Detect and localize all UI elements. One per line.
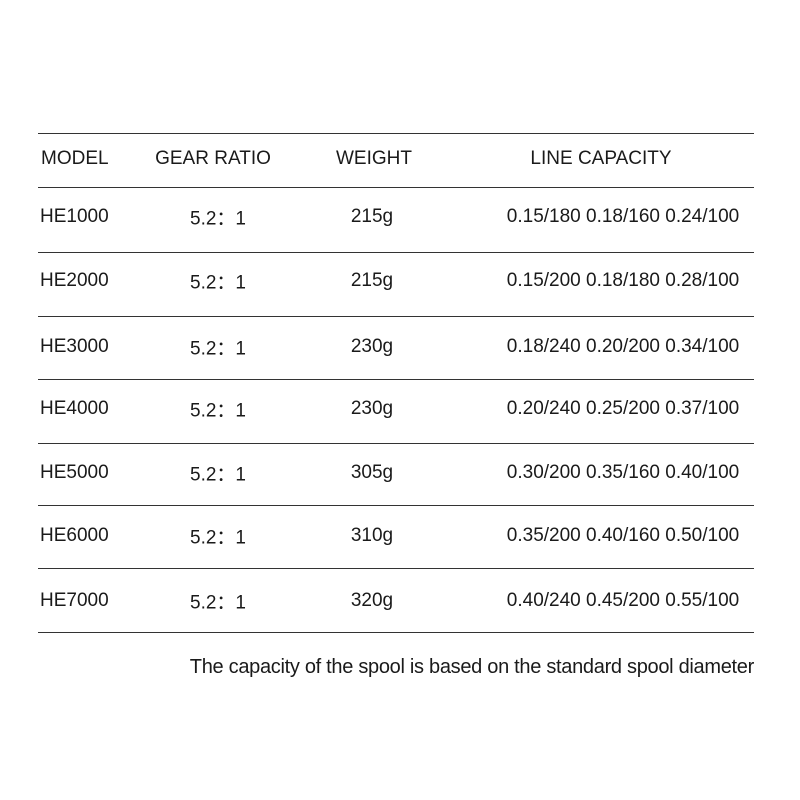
model-cell: HE2000 xyxy=(40,270,109,291)
table-divider xyxy=(38,632,754,633)
column-header: LINE CAPACITY xyxy=(530,148,672,169)
column-header: WEIGHT xyxy=(336,148,412,169)
model-cell: HE7000 xyxy=(40,590,109,611)
model-cell: HE1000 xyxy=(40,206,109,227)
weight-cell: 320g xyxy=(350,590,394,611)
table-divider xyxy=(38,568,754,569)
line-capacity-cell: 0.35/200 0.40/160 0.50/100 xyxy=(506,525,740,546)
column-header: MODEL xyxy=(41,148,109,169)
model-cell: HE6000 xyxy=(40,525,109,546)
table-divider xyxy=(38,316,754,317)
line-capacity-cell: 0.18/240 0.20/200 0.34/100 xyxy=(506,336,740,357)
table-divider xyxy=(38,187,754,188)
gear-ratio-cell: 5.2：1 xyxy=(190,272,246,294)
weight-cell: 305g xyxy=(350,462,394,483)
model-cell: HE4000 xyxy=(40,398,109,419)
column-header: GEAR RATIO xyxy=(155,148,271,169)
table-divider xyxy=(38,505,754,506)
line-capacity-cell: 0.30/200 0.35/160 0.40/100 xyxy=(506,462,740,483)
model-cell: HE5000 xyxy=(40,462,109,483)
model-cell: HE3000 xyxy=(40,336,109,357)
line-capacity-cell: 0.40/240 0.45/200 0.55/100 xyxy=(506,590,740,611)
table-divider xyxy=(38,252,754,253)
gear-ratio-cell: 5.2：1 xyxy=(190,400,246,422)
line-capacity-cell: 0.20/240 0.25/200 0.37/100 xyxy=(506,398,740,419)
gear-ratio-cell: 5.2：1 xyxy=(190,527,246,549)
weight-cell: 215g xyxy=(350,270,394,291)
table-divider xyxy=(38,443,754,444)
weight-cell: 310g xyxy=(350,525,394,546)
table-divider xyxy=(38,133,754,134)
weight-cell: 230g xyxy=(350,336,394,357)
gear-ratio-cell: 5.2：1 xyxy=(190,592,246,614)
line-capacity-cell: 0.15/180 0.18/160 0.24/100 xyxy=(506,206,740,227)
gear-ratio-cell: 5.2：1 xyxy=(190,338,246,360)
weight-cell: 230g xyxy=(350,398,394,419)
weight-cell: 215g xyxy=(350,206,394,227)
table-divider xyxy=(38,379,754,380)
gear-ratio-cell: 5.2：1 xyxy=(190,208,246,230)
gear-ratio-cell: 5.2：1 xyxy=(190,464,246,486)
line-capacity-cell: 0.15/200 0.18/180 0.28/100 xyxy=(506,270,740,291)
footnote: The capacity of the spool is based on th… xyxy=(189,656,755,678)
